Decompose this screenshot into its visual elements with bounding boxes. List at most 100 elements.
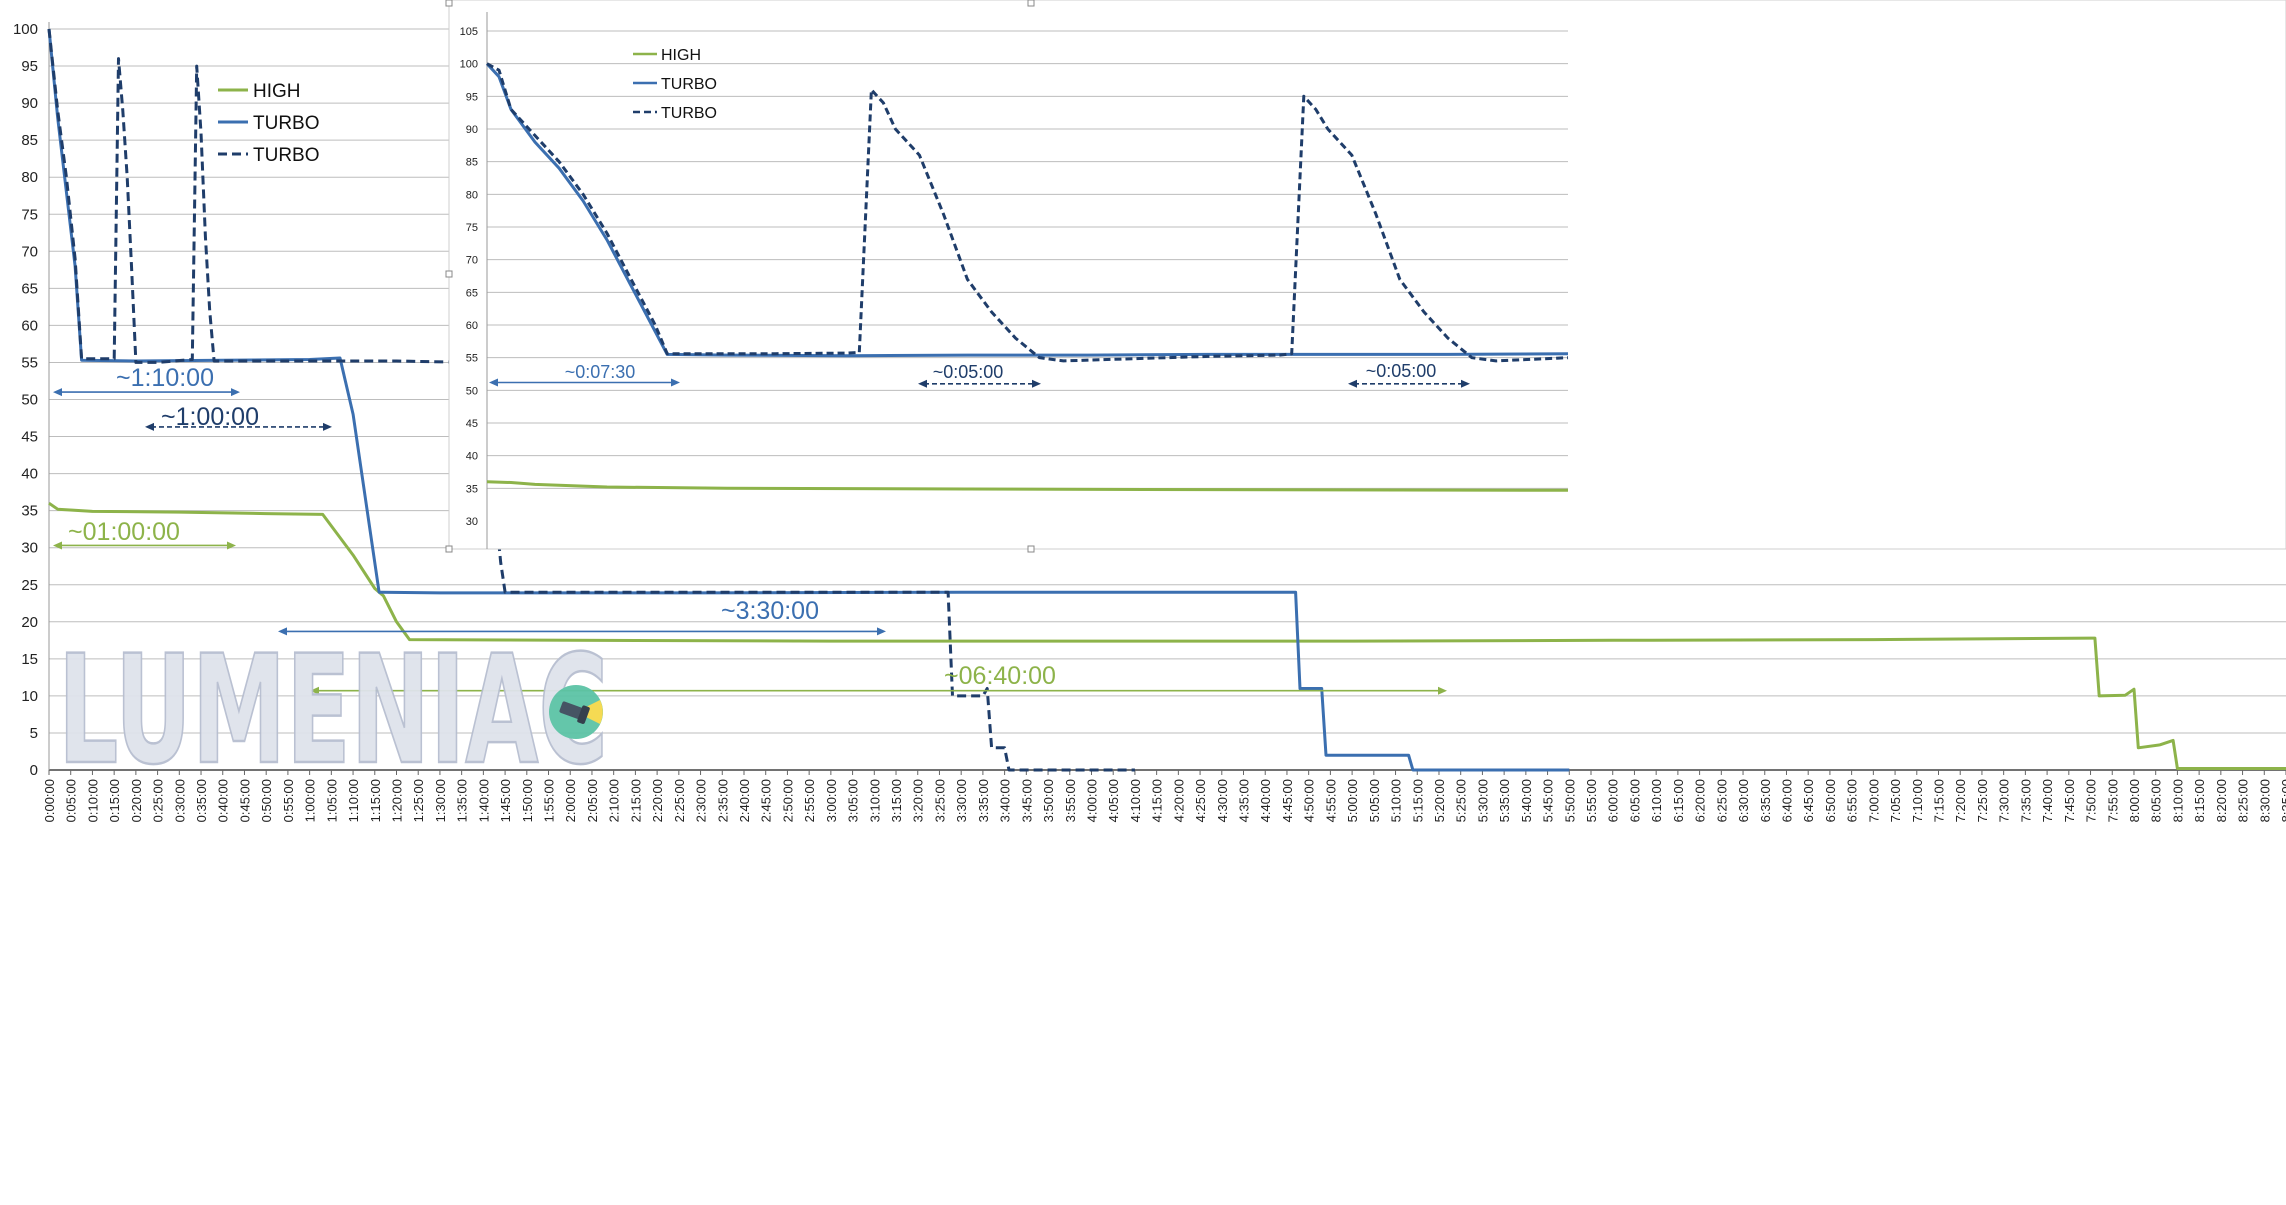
inset-annotation-label: ~0:05:00 xyxy=(1366,361,1437,381)
inset-annotation: ~0:07:30 xyxy=(489,362,680,387)
main-annotation-arrow-head-left xyxy=(145,422,154,431)
main-x-tick-label: 3:25:00 xyxy=(932,779,947,822)
main-x-tick-label: 4:55:00 xyxy=(1323,779,1338,822)
inset-resize-handle xyxy=(445,270,453,278)
main-x-tick-label: 2:15:00 xyxy=(628,779,643,822)
main-annotation-arrow-head-right xyxy=(227,541,236,550)
main-x-tick-label: 5:40:00 xyxy=(1519,779,1534,822)
main-x-tick-label: 7:40:00 xyxy=(2040,779,2055,822)
main-y-tick-label: 100 xyxy=(13,21,38,38)
main-x-tick-label: 3:10:00 xyxy=(867,779,882,822)
main-x-tick-label: 5:15:00 xyxy=(1410,779,1425,822)
main-x-tick-label: 1:20:00 xyxy=(389,779,404,822)
main-x-tick-label: 5:00:00 xyxy=(1345,779,1360,822)
main-x-tick-label: 2:40:00 xyxy=(737,779,752,822)
main-x-tick-label: 1:15:00 xyxy=(368,779,383,822)
main-x-tick-label: 1:25:00 xyxy=(411,779,426,822)
main-x-tick-label: 1:50:00 xyxy=(520,779,535,822)
main-y-tick-label: 60 xyxy=(21,317,38,334)
main-x-tick-label: 7:30:00 xyxy=(1997,779,2012,822)
inset-annotation: ~0:05:00 xyxy=(1348,361,1470,388)
inset-y-tick-label: 35 xyxy=(466,483,478,495)
main-x-tick-label: 2:05:00 xyxy=(585,779,600,822)
main-x-tick-label: 3:00:00 xyxy=(824,779,839,822)
main-x-tick-label: 2:55:00 xyxy=(802,779,817,822)
main-x-tick-label: 2:10:00 xyxy=(607,779,622,822)
main-x-tick-label: 8:35:00 xyxy=(2279,779,2286,822)
inset-legend-label: TURBO xyxy=(661,105,717,122)
main-x-tick-label: 4:20:00 xyxy=(1171,779,1186,822)
main-y-tick-label: 85 xyxy=(21,132,38,149)
inset-y-tick-label: 30 xyxy=(466,516,478,528)
main-x-tick-label: 6:40:00 xyxy=(1779,779,1794,822)
main-x-tick-label: 5:45:00 xyxy=(1541,779,1556,822)
main-series-high-solid xyxy=(48,501,2286,770)
main-x-tick-label: 4:00:00 xyxy=(1084,779,1099,822)
inset-legend-label: HIGH xyxy=(661,47,701,64)
main-x-tick-label: 6:05:00 xyxy=(1627,779,1642,822)
main-annotation-label: ~01:00:00 xyxy=(68,518,180,546)
main-y-tick-label: 45 xyxy=(21,429,38,446)
inset-legend: HIGH TURBO TURBO xyxy=(633,47,717,122)
main-x-tick-label: 7:50:00 xyxy=(2084,779,2099,822)
logo-flashlight-head xyxy=(577,705,590,724)
inset-annotation-arrow-head-right xyxy=(1461,379,1470,388)
inset-background xyxy=(449,0,2286,549)
main-annotation-label: ~1:10:00 xyxy=(116,364,214,392)
main-x-tick-label: 8:25:00 xyxy=(2236,779,2251,822)
main-y-tick-label: 65 xyxy=(21,280,38,297)
main-y-tick-label: 15 xyxy=(21,651,38,668)
main-legend-label: TURBO xyxy=(253,145,320,166)
main-y-tick-label: 0 xyxy=(30,762,38,779)
main-x-tick-label: 5:30:00 xyxy=(1475,779,1490,822)
main-annotation-label: ~06:40:00 xyxy=(944,662,1056,690)
main-x-tick-label: 0:00:00 xyxy=(42,779,57,822)
inset-annotation-arrow-head-left xyxy=(1348,379,1357,388)
main-annotation: ~01:00:00 xyxy=(53,518,236,550)
main-x-tick-label: 6:30:00 xyxy=(1736,779,1751,822)
main-x-tick-label: 5:25:00 xyxy=(1454,779,1469,822)
main-legend-label: TURBO xyxy=(253,113,320,134)
main-annotation: ~3:30:00 xyxy=(278,597,886,636)
main-x-tick-label: 3:40:00 xyxy=(998,779,1013,822)
main-x-tick-label: 0:30:00 xyxy=(172,779,187,822)
main-x-tick-label: 2:50:00 xyxy=(780,779,795,822)
main-x-tick-label: 6:15:00 xyxy=(1671,779,1686,822)
main-y-tick-label: 95 xyxy=(21,58,38,75)
main-x-tick-label: 2:25:00 xyxy=(672,779,687,822)
main-x-tick-label: 2:35:00 xyxy=(715,779,730,822)
main-x-tick-label: 2:20:00 xyxy=(650,779,665,822)
main-x-tick-label: 8:10:00 xyxy=(2170,779,2185,822)
inset-y-tick-label: 105 xyxy=(460,26,478,38)
main-x-tick-label: 3:20:00 xyxy=(911,779,926,822)
main-x-tick-label: 4:45:00 xyxy=(1280,779,1295,822)
main-x-tick-label: 8:20:00 xyxy=(2214,779,2229,822)
main-x-tick-label: 8:30:00 xyxy=(2257,779,2272,822)
main-x-tick-label: 4:50:00 xyxy=(1302,779,1317,822)
main-annotation-arrow-head-left xyxy=(278,627,287,636)
inset-y-tick-label: 95 xyxy=(466,91,478,103)
inset-resize-handle xyxy=(1027,0,1035,7)
flashlight-icon xyxy=(549,685,603,739)
main-annotation: ~1:00:00 xyxy=(145,403,332,431)
main-annotation-arrow-head-right xyxy=(1438,686,1447,695)
main-annotation-label: ~1:00:00 xyxy=(161,403,259,431)
main-x-tick-label: 2:30:00 xyxy=(694,779,709,822)
main-y-tick-label: 70 xyxy=(21,243,38,260)
main-x-tick-label: 4:30:00 xyxy=(1215,779,1230,822)
main-x-tick-label: 3:35:00 xyxy=(976,779,991,822)
main-x-tick-label: 6:25:00 xyxy=(1714,779,1729,822)
main-y-tick-label: 40 xyxy=(21,466,38,483)
main-x-tick-label: 8:00:00 xyxy=(2127,779,2142,822)
inset-series-turbo-dashed xyxy=(486,62,1569,363)
inset-y-tick-label: 80 xyxy=(466,189,478,201)
main-x-tick-label: 5:10:00 xyxy=(1389,779,1404,822)
main-x-tick-label: 2:00:00 xyxy=(563,779,578,822)
main-y-tick-label: 35 xyxy=(21,503,38,520)
main-x-tick-label: 0:50:00 xyxy=(259,779,274,822)
main-x-tick-label: 7:25:00 xyxy=(1975,779,1990,822)
inset-y-tick-label: 65 xyxy=(466,287,478,299)
main-x-tick-label: 6:35:00 xyxy=(1758,779,1773,822)
main-x-tick-label: 4:05:00 xyxy=(1106,779,1121,822)
